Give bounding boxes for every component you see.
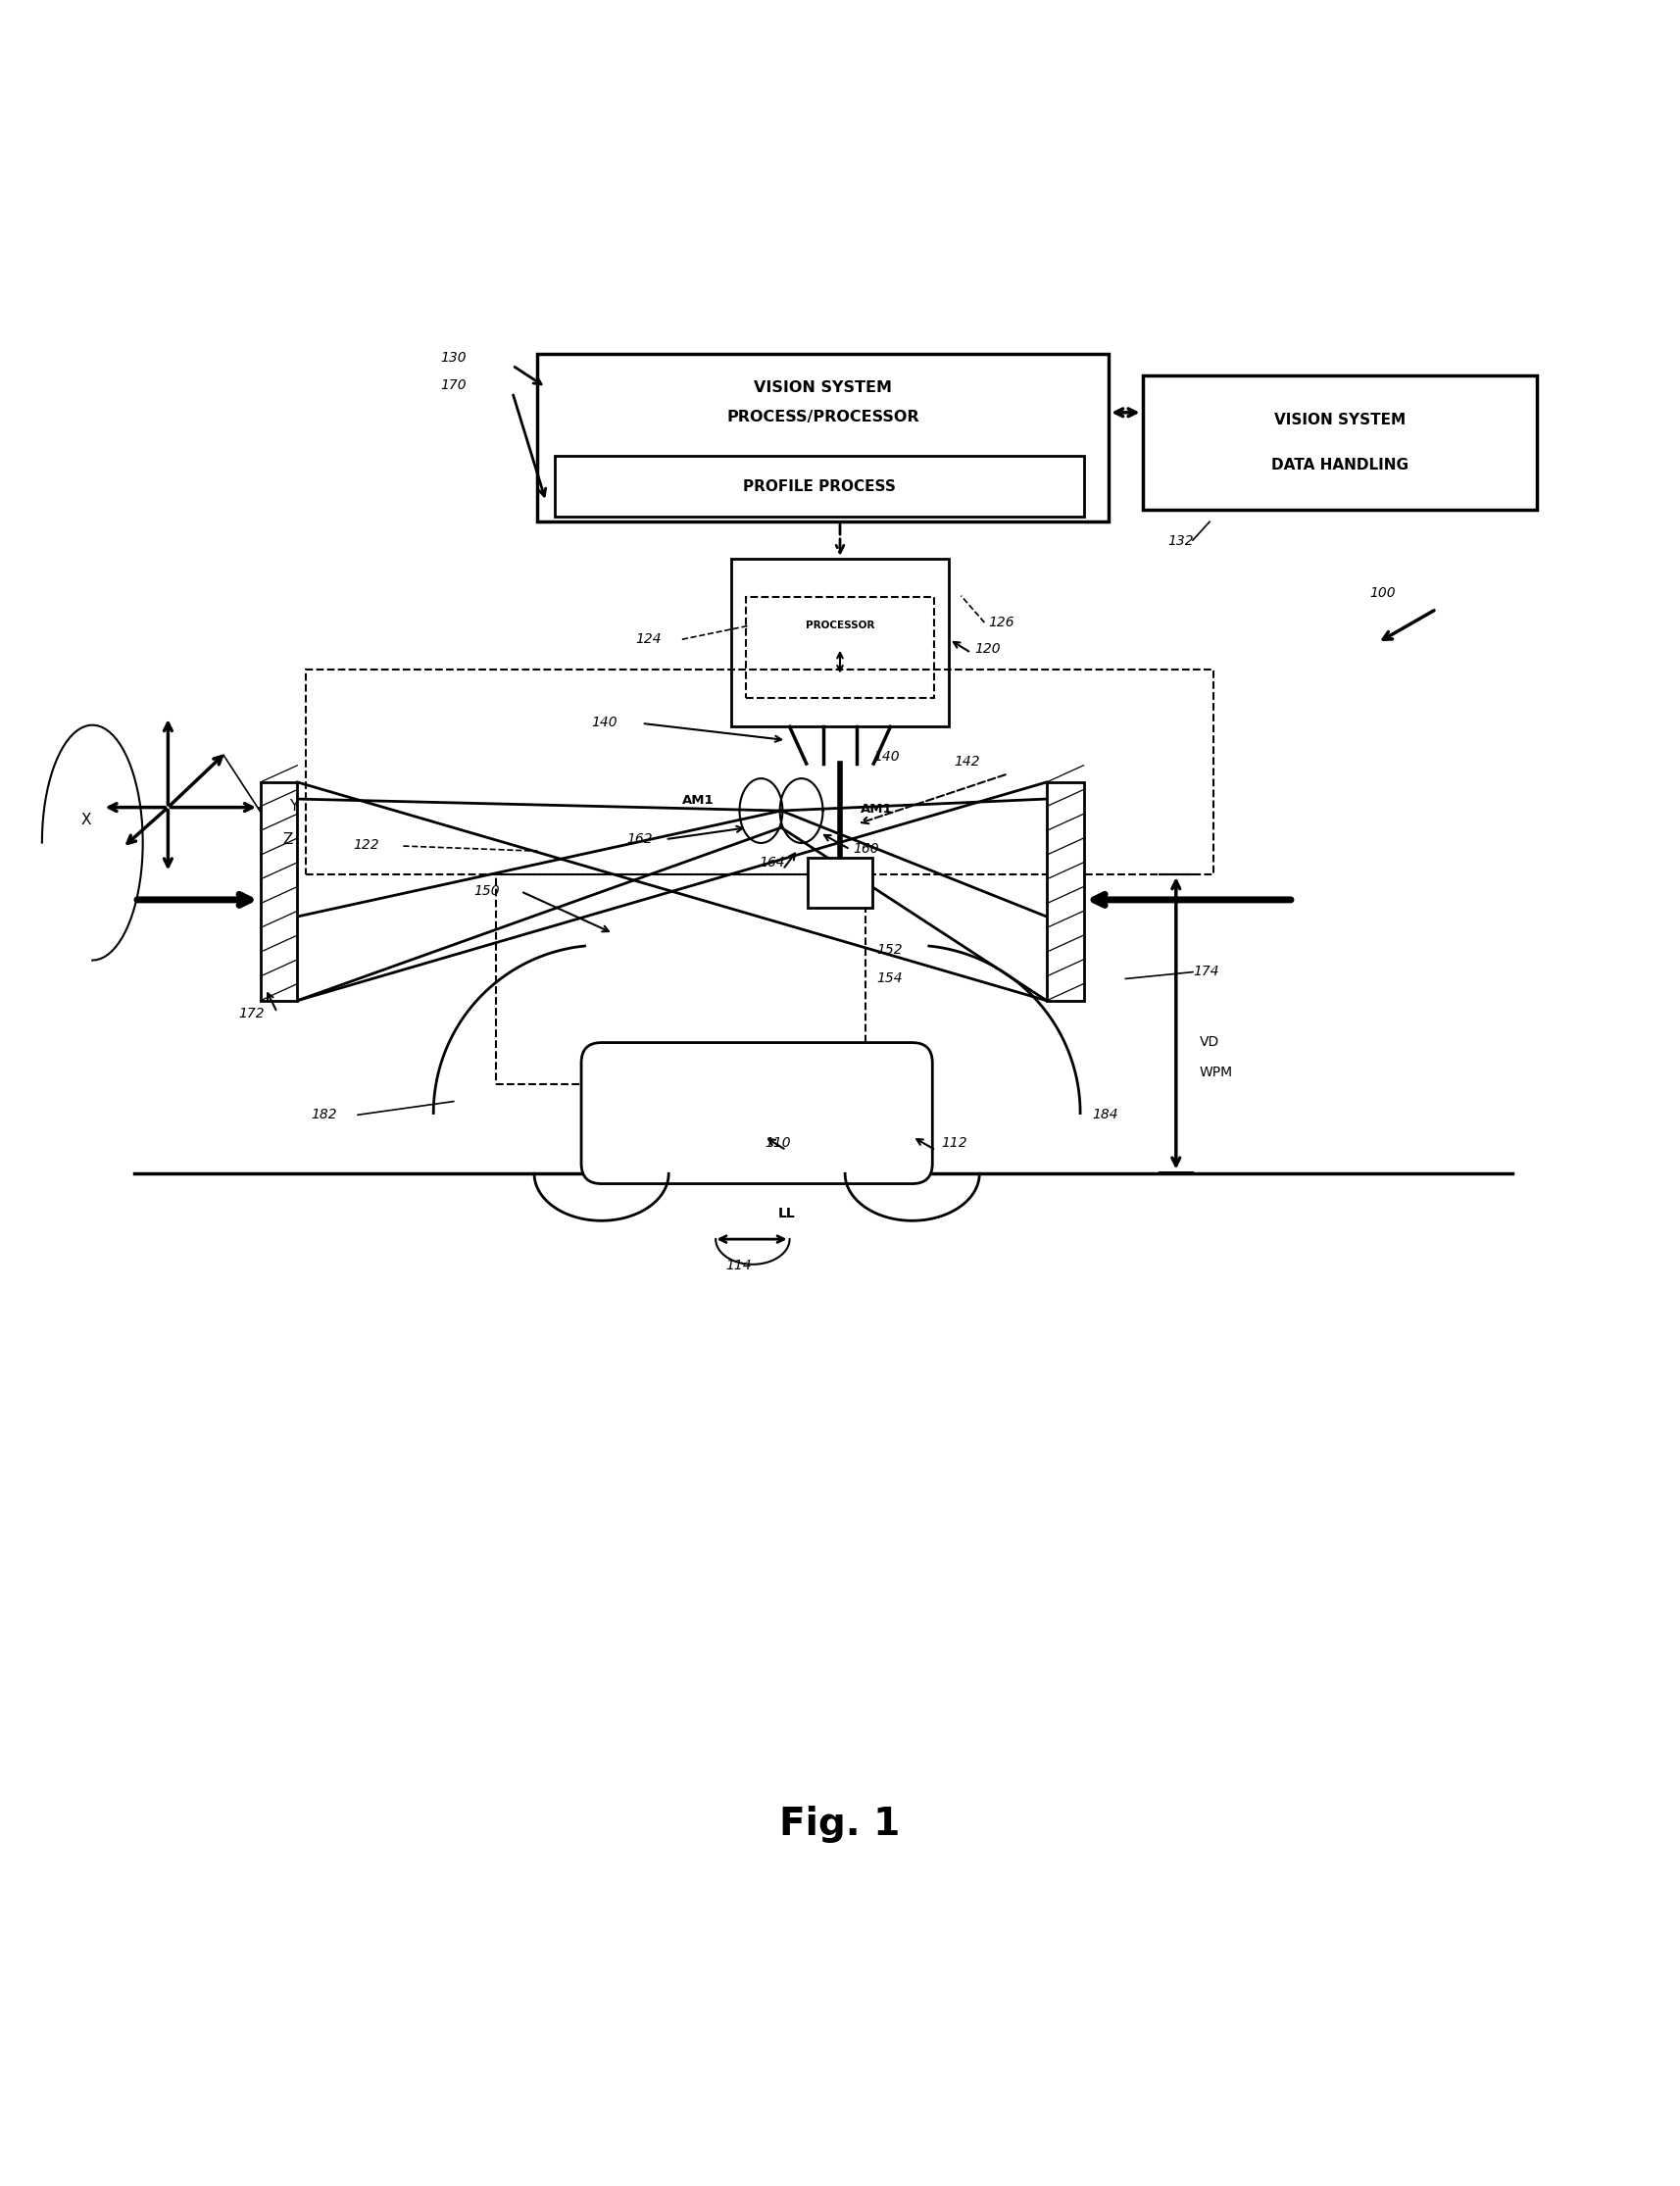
Text: 184: 184 <box>1092 1108 1119 1121</box>
Text: 124: 124 <box>635 632 662 645</box>
Text: 154: 154 <box>877 971 904 986</box>
Text: AM1: AM1 <box>860 802 892 815</box>
Text: 110: 110 <box>764 1137 791 1150</box>
Text: 160: 160 <box>853 842 880 855</box>
Text: VISION SYSTEM: VISION SYSTEM <box>1273 413 1406 426</box>
Text: LL: LL <box>778 1207 795 1220</box>
Text: 114: 114 <box>726 1259 753 1272</box>
Text: PROFILE PROCESS: PROFILE PROCESS <box>743 479 895 494</box>
Bar <box>808 857 872 907</box>
Text: PROCESSOR: PROCESSOR <box>805 621 875 630</box>
Text: PROCESS/PROCESSOR: PROCESS/PROCESSOR <box>727 411 919 424</box>
Bar <box>731 560 949 726</box>
Text: 182: 182 <box>311 1108 338 1121</box>
Text: Y: Y <box>289 798 297 813</box>
Bar <box>260 783 297 1001</box>
Text: 162: 162 <box>627 833 654 846</box>
Text: 174: 174 <box>1193 964 1220 979</box>
Text: WPM: WPM <box>1200 1065 1233 1080</box>
Text: X: X <box>81 813 91 826</box>
Text: 170: 170 <box>440 378 467 391</box>
Text: Fig. 1: Fig. 1 <box>780 1806 900 1843</box>
Text: 152: 152 <box>877 942 904 957</box>
Text: 140: 140 <box>874 750 900 763</box>
Text: VISION SYSTEM: VISION SYSTEM <box>754 380 892 396</box>
Bar <box>496 874 865 1084</box>
Text: VD: VD <box>1200 1036 1220 1049</box>
Bar <box>554 457 1084 516</box>
Text: DATA HANDLING: DATA HANDLING <box>1272 459 1408 472</box>
Text: 150: 150 <box>474 883 501 898</box>
Bar <box>1142 376 1537 509</box>
Text: 122: 122 <box>353 839 380 853</box>
Text: 112: 112 <box>941 1137 968 1150</box>
Bar <box>538 354 1109 522</box>
Text: Z: Z <box>282 833 292 848</box>
Bar <box>306 669 1213 874</box>
Text: 126: 126 <box>988 614 1015 630</box>
Text: 100: 100 <box>1369 586 1396 601</box>
Text: 164: 164 <box>759 855 786 870</box>
Text: 132: 132 <box>1168 536 1194 549</box>
Bar <box>746 597 934 697</box>
Text: 130: 130 <box>440 352 467 365</box>
Text: 172: 172 <box>239 1006 265 1021</box>
Text: AM1: AM1 <box>682 794 714 807</box>
Text: 142: 142 <box>954 754 981 767</box>
Text: 140: 140 <box>591 717 618 730</box>
FancyBboxPatch shape <box>581 1043 932 1185</box>
Text: 120: 120 <box>974 643 1001 656</box>
Bar <box>1047 783 1084 1001</box>
